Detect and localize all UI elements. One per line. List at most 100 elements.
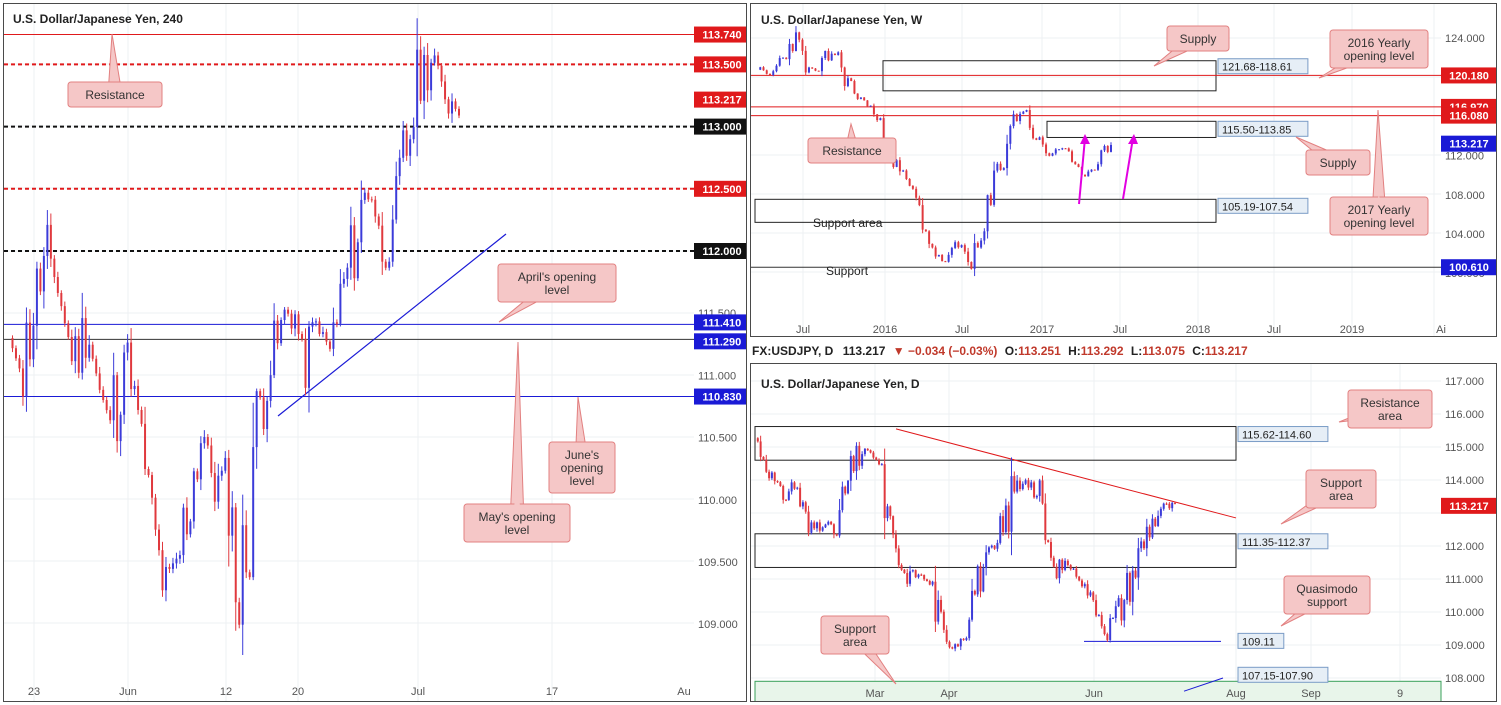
daily-candle-body (894, 534, 897, 549)
daily-callout-resistance-area-text-0: Resistance (1360, 396, 1420, 410)
h4-candle-body (60, 292, 63, 307)
weekly-candle-body (915, 188, 918, 198)
h4-candle-body (77, 336, 80, 373)
daily-candle-body (779, 482, 782, 487)
weekly-candle-body (950, 247, 953, 255)
close-label: C: (1192, 344, 1205, 358)
daily-candle-body (1004, 505, 1007, 533)
weekly-candle-body (1071, 151, 1074, 162)
h4-candle-body (63, 306, 66, 324)
daily-candle-body (1086, 584, 1089, 596)
daily-candle-body (852, 456, 855, 472)
h4-candle-body (294, 314, 297, 329)
weekly-candle-body (1002, 168, 1005, 170)
daily-support-area-bottom (754, 680, 1442, 701)
weekly-support-area-label: Support area (813, 216, 883, 230)
h4-candle-body (217, 475, 220, 502)
h4-candle-body (192, 471, 195, 522)
weekly-candle-body (1028, 110, 1031, 128)
h4-candle-body (21, 368, 24, 397)
h4-candle-body (318, 321, 321, 334)
weekly-candle-body (772, 71, 775, 75)
weekly-candle-body (781, 57, 784, 59)
daily-candle-body (844, 486, 847, 494)
weekly-candle-body (1015, 114, 1018, 122)
daily-candle-body (1061, 559, 1064, 570)
h4-price-tag-8-bg (694, 388, 746, 405)
daily-candle-body (1058, 559, 1061, 579)
daily-candle-body (1002, 516, 1005, 533)
weekly-magenta-arrowhead-1 (1080, 134, 1090, 144)
h4-candle-body (14, 348, 17, 359)
daily-candle-body (1131, 570, 1134, 602)
daily-candle-body (1128, 572, 1131, 602)
h4-candle-body (276, 320, 279, 344)
h4-price-tag-1-bg (694, 56, 746, 73)
weekly-price-tag-2-bg (1441, 107, 1496, 124)
daily-candle-body (886, 506, 889, 519)
h4-candle-body (325, 332, 328, 342)
h4-candle-body (451, 101, 454, 114)
weekly-candle-body (840, 52, 843, 68)
h4-candle-body (11, 338, 14, 349)
daily-callout-support-area-pointer-fill (1329, 484, 1344, 496)
weekly-candle-body (853, 80, 856, 94)
h4-candle-body (321, 332, 324, 334)
weekly-callout-2016-yearly-text-1: opening level (1344, 49, 1415, 63)
weekly-candle-body (963, 245, 966, 252)
h4-candle-body (360, 199, 363, 243)
daily-blue-segment (1183, 677, 1224, 692)
daily-candle-body (866, 448, 869, 451)
h4-candle-body (220, 470, 223, 476)
weekly-callout-2017-yearly-text-0: 2017 Yearly (1348, 203, 1411, 217)
open-label: O: (1004, 344, 1019, 358)
weekly-callout-supply-text-0: Supply (1320, 156, 1357, 170)
h4-candle-body (304, 338, 307, 388)
daily-candle-body (847, 480, 850, 494)
weekly-chart-panel[interactable]: Jul 2016 Jul 2017 Jul 2018 Jul 2019 Ai 124.000 120… (750, 3, 1497, 337)
daily-candle-body (993, 545, 996, 549)
h4-candle-body (398, 157, 401, 177)
daily-support-zone (754, 533, 1237, 568)
h4-candle-body (311, 322, 314, 327)
daily-candle-body (1064, 560, 1067, 570)
h4-chart-panel[interactable]: 23 Jun 12 20 Jul 17 Au 111.500 111.000 110.500 110… (3, 3, 747, 702)
daily-candle-body (990, 545, 993, 548)
weekly-x-tick-1: 2016 (873, 324, 897, 336)
daily-candle-body (948, 641, 951, 648)
daily-candle-body (1157, 515, 1160, 526)
weekly-support-label: Support (826, 264, 869, 278)
h4-candle-body (178, 555, 181, 559)
daily-zone-label-1-bg (1237, 533, 1329, 550)
h4-candle-body (388, 261, 391, 268)
daily-y-tick-7: 109.000 (1445, 640, 1485, 652)
daily-chart-panel[interactable]: Mar Apr Jun Aug Sep 9 117.000 116.000 115.000 114… (750, 363, 1497, 702)
h4-candle-body (49, 224, 52, 259)
weekly-candle-body (856, 93, 859, 99)
h4-candle-body (161, 550, 164, 591)
weekly-candle-body (937, 254, 940, 257)
daily-candle-body (1066, 560, 1069, 566)
daily-candle-body (1145, 526, 1148, 549)
h4-x-tick-3: 20 (292, 686, 304, 698)
daily-candle-body (878, 459, 881, 465)
weekly-candle-body (902, 170, 905, 172)
daily-candle-body (1126, 572, 1129, 600)
last-price: 113.217 (842, 344, 886, 358)
weekly-candle-body (1100, 150, 1103, 165)
daily-candle-body (1154, 518, 1157, 526)
daily-candle-body (1092, 592, 1095, 601)
h4-candle-body (95, 358, 98, 374)
h4-candle-body (154, 497, 157, 530)
daily-candle-body (830, 521, 833, 525)
high-value: 113.292 (1080, 344, 1124, 358)
daily-candle-body (796, 487, 799, 489)
h4-candle-body (259, 391, 262, 398)
weekly-magenta-arrow-1 (1078, 137, 1086, 205)
h4-callout-june-text-1: opening (561, 461, 604, 475)
weekly-candle-body (1061, 148, 1064, 150)
h4-callout-resistance-pointer-fill (109, 82, 121, 95)
h4-candle-body (395, 176, 398, 220)
h4-candle-body (377, 216, 380, 226)
daily-candle-body (838, 510, 841, 536)
